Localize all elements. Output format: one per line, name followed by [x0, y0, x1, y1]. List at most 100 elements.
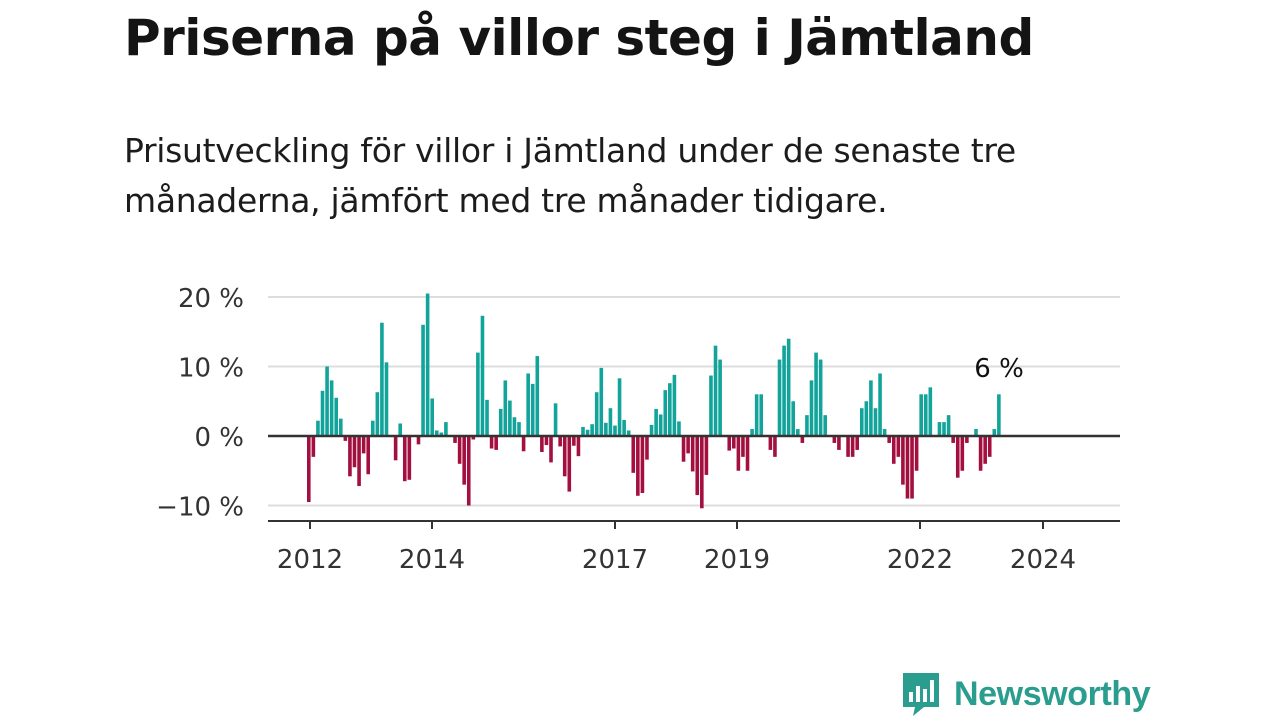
bar — [430, 398, 434, 436]
bar — [795, 429, 800, 436]
bar — [466, 436, 471, 506]
bar — [558, 436, 562, 447]
bar — [517, 422, 521, 436]
bar — [992, 429, 997, 436]
bar — [850, 436, 855, 457]
bar — [718, 359, 722, 436]
bar — [814, 352, 818, 436]
bar — [873, 408, 878, 436]
bar — [370, 420, 375, 436]
y-tick-label: −10 % — [156, 493, 244, 523]
bar — [882, 429, 887, 436]
bar — [974, 429, 978, 436]
bar — [329, 380, 334, 436]
bar — [617, 378, 622, 436]
bar — [823, 415, 828, 436]
bar — [905, 436, 910, 499]
bar — [663, 390, 668, 436]
x-tick-label: 2017 — [582, 545, 648, 575]
newsworthy-logo-icon — [903, 673, 939, 716]
bar — [800, 436, 805, 443]
y-tick-label: 0 % — [194, 423, 244, 453]
bar — [325, 366, 329, 436]
newsworthy-logo[interactable]: Newsworthy — [900, 670, 1151, 718]
bar — [951, 436, 955, 443]
bar — [818, 359, 823, 436]
bar — [965, 436, 969, 443]
bar — [348, 436, 352, 477]
bar — [946, 415, 951, 436]
bar — [832, 436, 837, 443]
bar — [384, 362, 389, 436]
bar — [649, 424, 654, 436]
bar — [393, 436, 398, 461]
bar — [352, 436, 357, 468]
bar — [805, 415, 809, 436]
bar — [686, 436, 690, 454]
bar — [444, 422, 448, 436]
bar — [942, 422, 946, 436]
y-tick-label: 20 % — [178, 284, 244, 314]
x-tick-label: 2014 — [399, 545, 465, 575]
bar — [398, 423, 402, 436]
bar — [494, 436, 498, 450]
bar — [604, 422, 608, 437]
bar — [786, 338, 791, 436]
bar — [576, 436, 581, 457]
bar — [928, 387, 933, 436]
bar — [690, 436, 695, 472]
bar — [741, 436, 745, 457]
bar — [636, 436, 640, 496]
bar — [750, 429, 754, 436]
bar — [508, 400, 512, 437]
bar — [773, 436, 777, 457]
bar — [677, 421, 681, 436]
bar — [782, 345, 786, 436]
bar — [471, 436, 476, 440]
bar — [695, 436, 700, 496]
bar — [704, 436, 709, 475]
bar — [402, 436, 407, 482]
bar — [891, 436, 896, 464]
bar — [736, 436, 741, 471]
bar — [380, 322, 384, 436]
y-tick-label: 10 % — [178, 354, 244, 384]
axes — [268, 434, 1120, 529]
bar — [631, 436, 636, 473]
bar — [338, 418, 343, 437]
bar — [869, 380, 873, 436]
bar — [599, 367, 604, 436]
bar — [910, 436, 914, 499]
bar — [562, 436, 567, 477]
bar — [361, 436, 366, 454]
bar — [421, 324, 425, 436]
bar — [343, 436, 348, 441]
bar — [311, 436, 316, 457]
bar — [709, 375, 713, 436]
bar — [572, 436, 576, 446]
bar — [658, 414, 663, 436]
bar — [901, 436, 905, 485]
bar — [567, 436, 572, 492]
bar — [846, 436, 850, 457]
bar — [453, 436, 457, 443]
bar — [640, 436, 645, 493]
bar — [613, 425, 617, 436]
bar — [521, 436, 526, 452]
chart-title: Priserna på villor steg i Jämtland — [124, 9, 1034, 67]
bar — [544, 436, 549, 446]
bar — [809, 380, 814, 436]
bar — [855, 436, 859, 450]
bar — [997, 394, 1001, 436]
bar — [983, 436, 987, 464]
x-tick-label: 2012 — [277, 545, 343, 575]
bar — [745, 436, 750, 471]
bar — [937, 422, 942, 436]
bar — [585, 429, 590, 436]
bar — [768, 436, 773, 450]
bar — [526, 373, 530, 436]
bar — [754, 394, 759, 436]
bar — [668, 383, 672, 436]
bar — [594, 392, 599, 436]
bar — [626, 430, 631, 436]
